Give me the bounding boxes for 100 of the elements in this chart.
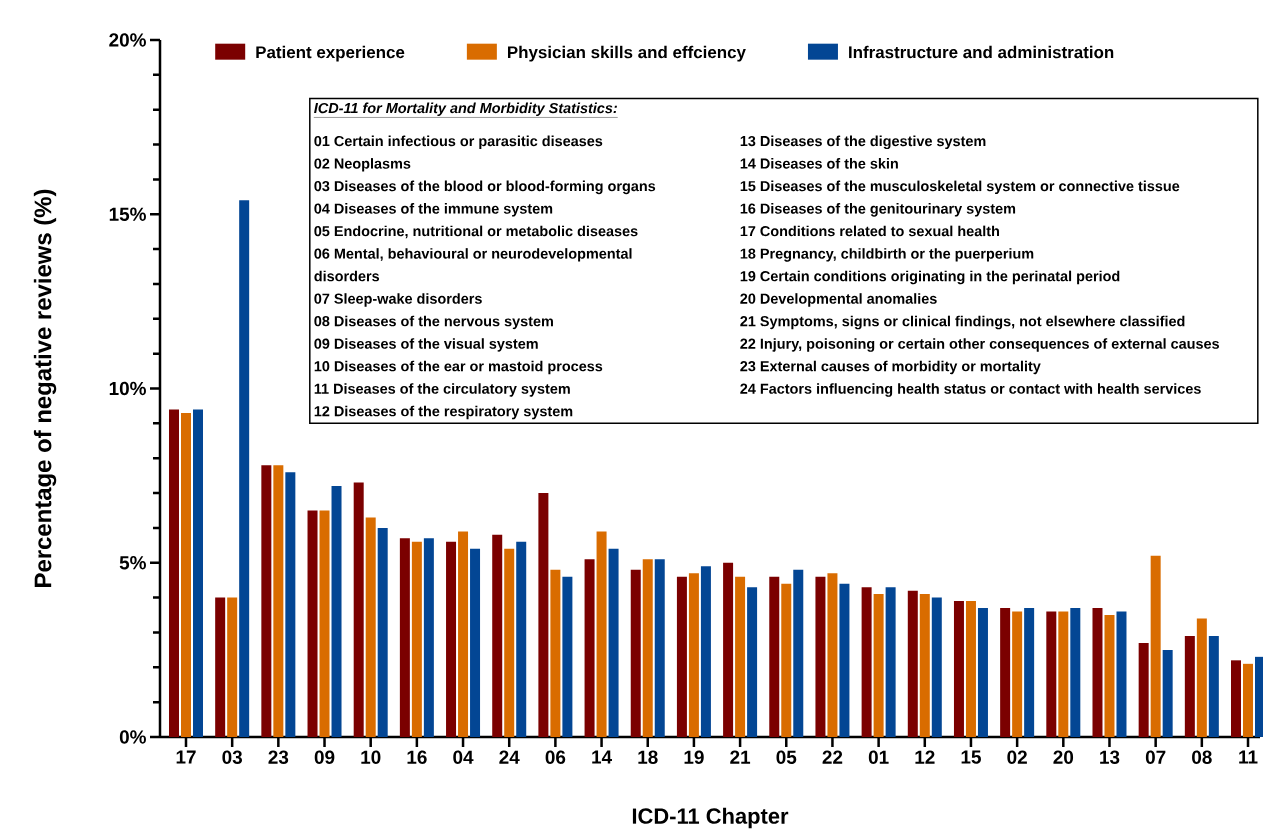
- bar: [1058, 611, 1069, 737]
- legend-label: Physician skills and effciency: [507, 45, 746, 62]
- annotation: 11 Diseases of the circulatory system: [314, 383, 570, 397]
- bar: [470, 548, 481, 737]
- bar: [953, 601, 964, 737]
- bar: [1208, 635, 1219, 737]
- bar: [769, 576, 780, 737]
- x-tick-label: 05: [776, 750, 797, 764]
- bar: [1231, 660, 1242, 737]
- y-tick-label: 15%: [109, 207, 146, 221]
- annotation: 13 Diseases of the digestive system: [740, 135, 986, 150]
- bar: [1000, 608, 1011, 737]
- bar: [365, 517, 376, 737]
- bar: [1184, 635, 1195, 737]
- y-tick-label: 20%: [109, 33, 146, 47]
- bar: [608, 548, 619, 737]
- annotation: 05 Endocrine, nutritional or metabolic diseases: [314, 225, 638, 239]
- legend-label: Infrastructure and administration: [849, 45, 1114, 59]
- bar: [688, 573, 699, 737]
- bar: [307, 510, 318, 737]
- x-tick-label: 18: [638, 750, 658, 764]
- annotation: 12 Diseases of the respiratory system: [314, 405, 573, 420]
- x-tick-label: 04: [453, 750, 474, 764]
- bar: [1243, 663, 1254, 737]
- bar: [1024, 608, 1035, 737]
- bar: [873, 594, 884, 737]
- bar: [227, 597, 238, 737]
- bar: [285, 472, 296, 737]
- bar: [504, 548, 515, 737]
- bar: [169, 409, 179, 737]
- bar: [239, 200, 250, 737]
- bar: [861, 587, 872, 737]
- annotation: 24 Factors influencing health status or contact with health services: [740, 383, 1201, 397]
- bar: [919, 594, 930, 737]
- bar: [423, 538, 434, 737]
- annotation: 20 Developmental anomalies: [740, 293, 937, 307]
- bar: [1196, 618, 1207, 737]
- x-tick-label: 24: [499, 750, 520, 764]
- bar: [399, 538, 410, 737]
- annotation: 22 Injury, poisoning or certain other consequences of external causes: [740, 338, 1220, 352]
- bar: [747, 587, 758, 737]
- annotation: 16 Diseases of the genitourinary system: [740, 203, 1016, 217]
- annotation: 08 Diseases of the nervous system: [314, 315, 553, 330]
- bar: [839, 583, 850, 737]
- x-tick-label: 16: [407, 750, 427, 764]
- x-tick-label: 17: [176, 750, 196, 764]
- x-tick-label: 19: [684, 750, 704, 764]
- bar: [630, 569, 641, 737]
- x-tick-label: 22: [822, 750, 843, 764]
- bar: [319, 510, 330, 737]
- x-tick-label: 03: [222, 750, 243, 764]
- annotation: 09 Diseases of the visual system: [314, 338, 538, 352]
- annotation: 03 Diseases of the blood or blood-forming organs: [314, 180, 656, 195]
- bar: [815, 576, 826, 737]
- x-tick-label: 07: [1145, 750, 1166, 764]
- x-tick-label: 01: [868, 750, 889, 764]
- bar: [654, 559, 665, 737]
- annotation: 07 Sleep-wake disorders: [314, 293, 482, 307]
- annotation: ICD-11 for Mortality and Morbidity Statistics:: [314, 102, 617, 117]
- bar: [584, 559, 595, 737]
- y-tick-label: 0%: [119, 730, 146, 744]
- x-tick-label: 08: [1192, 750, 1212, 764]
- bar: [1116, 611, 1127, 737]
- x-axis-title: ICD-11 Chapter: [632, 807, 789, 829]
- annotation: 21 Symptoms, signs or clinical findings, not elsewhere classified: [740, 315, 1185, 330]
- bar: [1162, 649, 1173, 737]
- bar: [793, 569, 804, 737]
- bar: [965, 601, 976, 737]
- x-tick-label: 23: [268, 750, 289, 764]
- x-tick-label: 13: [1100, 750, 1120, 764]
- bar: [562, 576, 573, 737]
- bar: [723, 562, 734, 737]
- x-tick-label: 02: [1007, 750, 1027, 764]
- bar: [1104, 615, 1115, 737]
- bar: [377, 527, 388, 737]
- bar: [353, 482, 364, 737]
- bar: [273, 465, 284, 737]
- bar: [676, 576, 687, 737]
- annotation: 14 Diseases of the skin: [740, 158, 898, 169]
- bar: [781, 583, 792, 737]
- bar: [181, 412, 191, 737]
- annotation: 23 External causes of morbidity or mortality: [740, 360, 1041, 375]
- x-tick-label: 20: [1053, 750, 1074, 764]
- x-tick-label: 10: [361, 750, 381, 764]
- x-tick-label: 11: [1239, 750, 1258, 764]
- bar: [1012, 611, 1023, 737]
- x-tick-label: 09: [314, 750, 335, 764]
- x-tick-label: 14: [592, 750, 612, 764]
- bar: [516, 541, 527, 737]
- annotation: 17 Conditions related to sexual health: [740, 225, 999, 237]
- annotation: 01 Certain infectious or parasitic diseases: [314, 135, 603, 150]
- y-tick-label: 10%: [109, 381, 146, 396]
- bar: [907, 590, 918, 737]
- bar: [331, 486, 342, 737]
- bar: [735, 576, 746, 737]
- bar: [411, 541, 422, 737]
- bar: [931, 597, 942, 737]
- annotation: 19 Certain conditions originating in the perinatal period: [740, 270, 1120, 285]
- bar: [538, 493, 549, 737]
- annotation: 10 Diseases of the ear or mastoid process: [314, 360, 603, 375]
